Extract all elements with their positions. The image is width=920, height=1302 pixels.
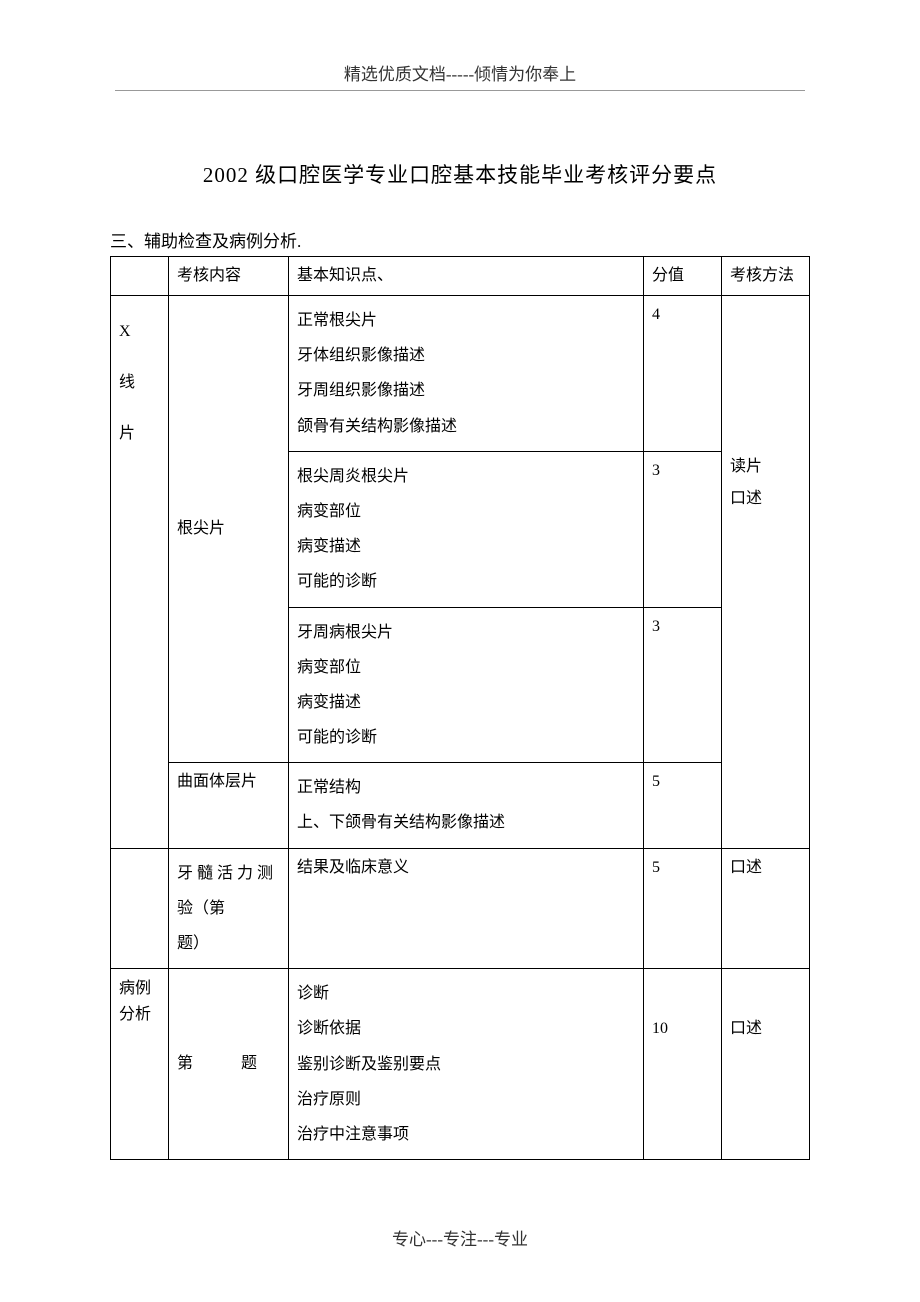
score-4: 4 <box>644 296 722 452</box>
table-row: 牙 髓 活 力 测验（第 题） 结果及临床意义 5 口述 <box>111 848 810 969</box>
evaluation-table: 考核内容 基本知识点、 分值 考核方法 X 线 片 根尖片 正常根尖片牙体组织影… <box>110 256 810 1160</box>
score-10: 10 <box>652 1017 668 1041</box>
method-read: 读片口述 <box>730 451 762 515</box>
table-row: 病例分析 第 题 诊断诊断依据鉴别诊断及鉴别要点治疗原则治疗中注意事项 10 口… <box>111 969 810 1160</box>
score-3b: 3 <box>644 607 722 763</box>
sub-root: 根尖片 <box>169 296 289 763</box>
cat-line: 线 <box>119 357 160 408</box>
detail-case: 诊断诊断依据鉴别诊断及鉴别要点治疗原则治疗中注意事项 <box>289 969 644 1160</box>
cat-case: 病例分析 <box>111 969 169 1160</box>
head-cat <box>111 257 169 296</box>
table-row: 曲面体层片 正常结构上、下颌骨有关结构影像描述 5 <box>111 763 810 848</box>
head-method: 考核方法 <box>722 257 810 296</box>
sub-pulp: 牙 髓 活 力 测验（第 题） <box>169 848 289 969</box>
page-header: 精选优质文档-----倾情为你奉上 <box>110 60 810 85</box>
score-5a: 5 <box>644 763 722 848</box>
score-5b: 5 <box>644 848 722 969</box>
method-oral1: 口述 <box>722 848 810 969</box>
detail-apical: 根尖周炎根尖片病变部位病变描述可能的诊断 <box>289 451 644 607</box>
detail-pulp: 结果及临床意义 <box>289 848 644 969</box>
cat-empty <box>111 848 169 969</box>
cat-line: X <box>119 306 160 357</box>
method-oral2: 口述 <box>730 1017 762 1041</box>
head-score: 分值 <box>644 257 722 296</box>
page-title: 2002 级口腔医学专业口腔基本技能毕业考核评分要点 <box>110 159 810 189</box>
head-detail: 基本知识点、 <box>289 257 644 296</box>
cat-line: 片 <box>119 408 160 459</box>
cat-xray: X 线 片 <box>111 296 169 849</box>
head-content: 考核内容 <box>169 257 289 296</box>
score-3a: 3 <box>644 451 722 607</box>
table-header-row: 考核内容 基本知识点、 分值 考核方法 <box>111 257 810 296</box>
page-footer: 专心---专注---专业 <box>0 1225 920 1250</box>
detail-normal: 正常根尖片牙体组织影像描述牙周组织影像描述颌骨有关结构影像描述 <box>289 296 644 452</box>
detail-pano: 正常结构上、下颌骨有关结构影像描述 <box>289 763 644 848</box>
sub-pano: 曲面体层片 <box>169 763 289 848</box>
table-row: X 线 片 根尖片 正常根尖片牙体组织影像描述牙周组织影像描述颌骨有关结构影像描… <box>111 296 810 452</box>
detail-perio: 牙周病根尖片病变部位病变描述可能的诊断 <box>289 607 644 763</box>
section-label: 三、辅助检查及病例分析. <box>110 227 810 252</box>
sub-case: 第 题 <box>169 969 289 1160</box>
header-underline <box>115 88 805 91</box>
